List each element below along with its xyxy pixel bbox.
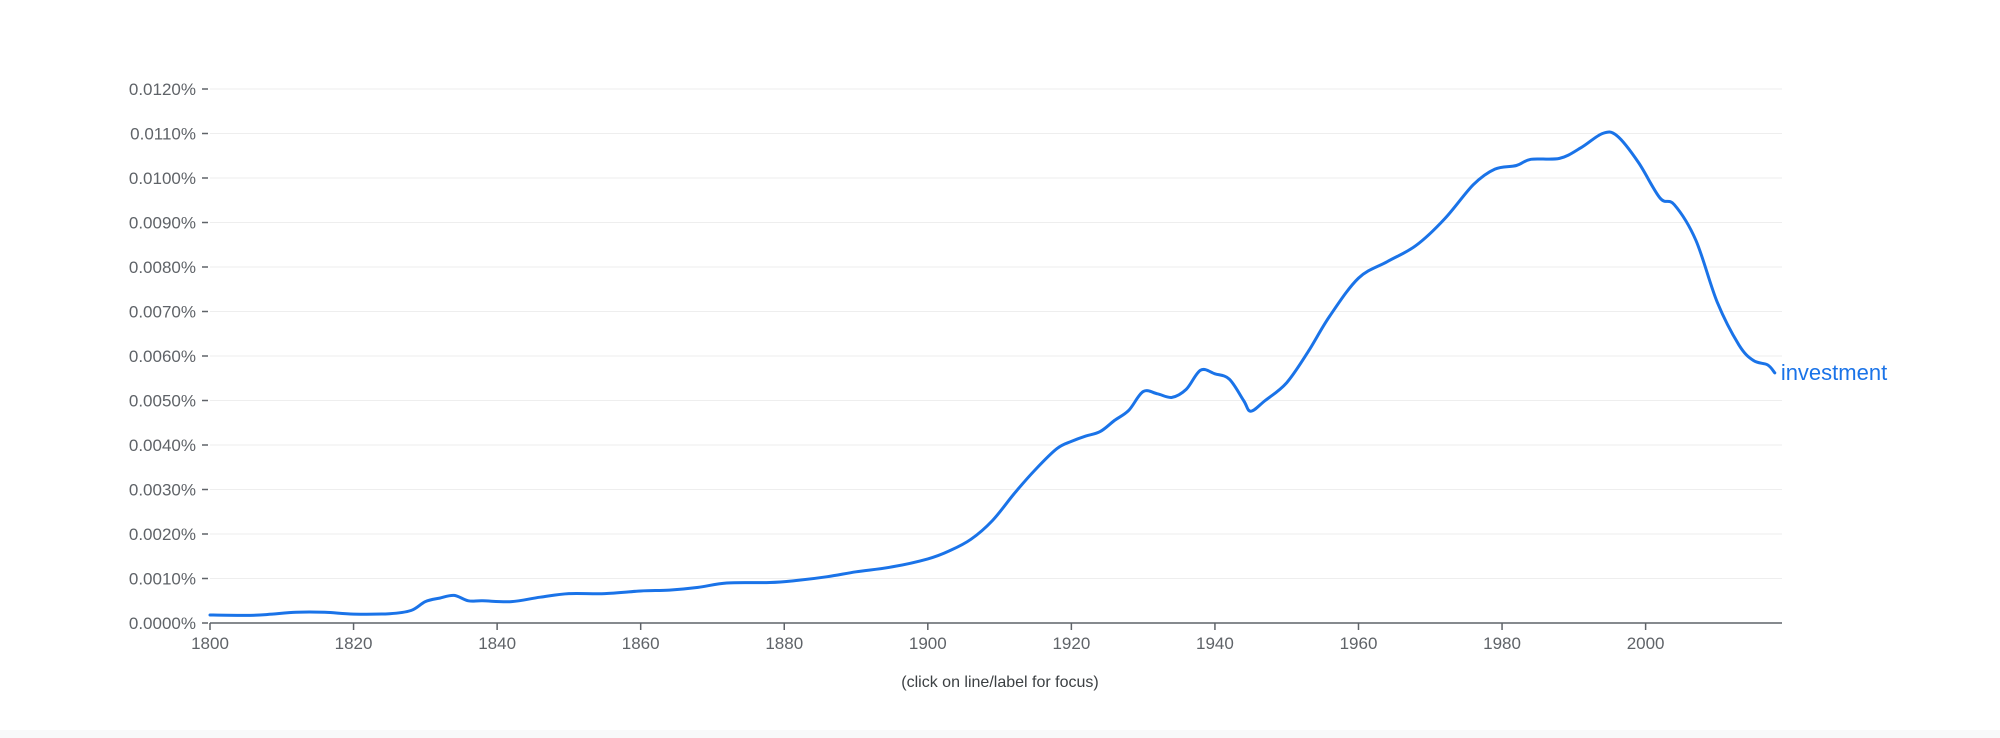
x-tick-label: 1920 bbox=[1052, 634, 1090, 653]
x-tick-label: 2000 bbox=[1627, 634, 1665, 653]
chart-caption: (click on line/label for focus) bbox=[901, 674, 1099, 691]
x-tick-label: 1880 bbox=[765, 634, 803, 653]
y-tick-label: 0.0090% bbox=[129, 214, 196, 233]
y-tick-label: 0.0070% bbox=[129, 303, 196, 322]
y-tick-label: 0.0080% bbox=[129, 258, 196, 277]
x-tick-label: 1860 bbox=[622, 634, 660, 653]
y-tick-label: 0.0040% bbox=[129, 436, 196, 455]
y-tick-label: 0.0020% bbox=[129, 525, 196, 544]
axes: 0.0000% 0.0010% 0.0020% 0.0030% 0.0040% 0.005… bbox=[129, 80, 1782, 653]
x-tick-label: 1900 bbox=[909, 634, 947, 653]
y-tick-label: 0.0120% bbox=[129, 80, 196, 99]
x-tick-label: 1980 bbox=[1483, 634, 1521, 653]
y-tick-label: 0.0060% bbox=[129, 347, 196, 366]
x-tick-label: 1800 bbox=[191, 634, 229, 653]
x-tick-label: 1820 bbox=[335, 634, 373, 653]
y-tick-label: 0.0050% bbox=[129, 392, 196, 411]
grid-lines bbox=[210, 88, 1782, 579]
x-tick-label: 1960 bbox=[1340, 634, 1378, 653]
x-tick-label: 1940 bbox=[1196, 634, 1234, 653]
y-tick-label: 0.0010% bbox=[129, 570, 196, 589]
y-tick-label: 0.0030% bbox=[129, 481, 196, 500]
footer-strip bbox=[0, 730, 2000, 738]
y-tick-label: 0.0100% bbox=[129, 169, 196, 188]
series-line-investment[interactable] bbox=[208, 130, 1777, 617]
series-layer[interactable]: investment bbox=[208, 130, 1887, 617]
y-tick-label: 0.0110% bbox=[130, 125, 196, 144]
series-label-investment[interactable]: investment bbox=[1781, 360, 1887, 385]
y-tick-label: 0.0000% bbox=[129, 614, 196, 633]
x-tick-label: 1840 bbox=[478, 634, 516, 653]
